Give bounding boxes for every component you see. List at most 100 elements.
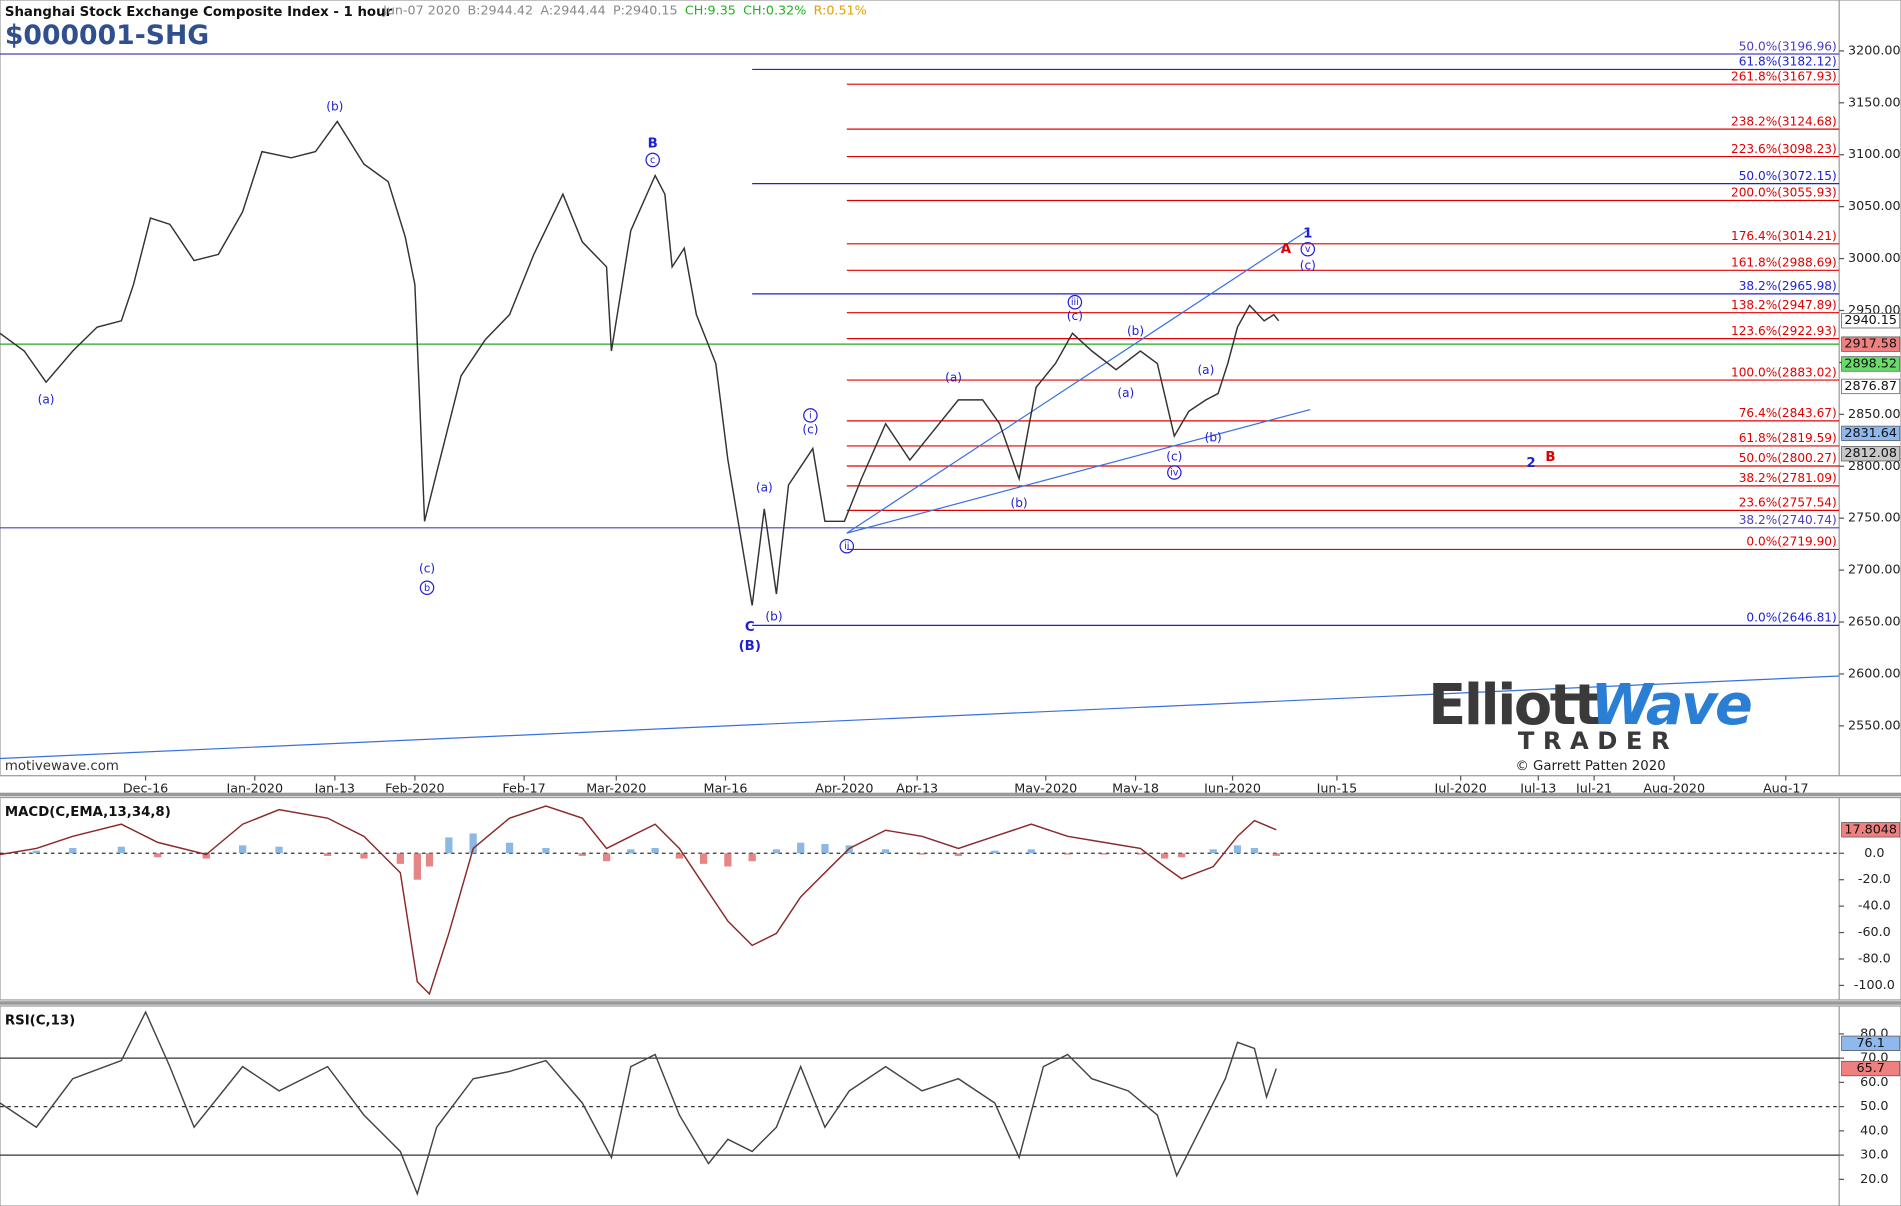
histogram-bar bbox=[627, 849, 635, 854]
wave-circle bbox=[1300, 241, 1316, 257]
histogram-bar bbox=[238, 845, 247, 854]
histogram-bar bbox=[772, 849, 781, 854]
y-tick-label: 40.0 bbox=[1860, 1122, 1888, 1137]
y-tick-label: 2750.00 bbox=[1848, 510, 1901, 525]
histogram-bar bbox=[724, 853, 732, 867]
histogram-bar bbox=[154, 853, 162, 858]
wave-label: ii bbox=[844, 541, 849, 552]
x-tick-label: Jan-2020 bbox=[225, 781, 283, 796]
wave-label: B bbox=[648, 136, 658, 151]
histogram-bar bbox=[360, 853, 368, 859]
fib-label: 38.2%(2781.09) bbox=[1739, 471, 1837, 485]
panel-title: RSI(C,13) bbox=[5, 1014, 75, 1029]
price-tag-label: 65.7 bbox=[1857, 1060, 1885, 1075]
histogram-bar bbox=[881, 849, 890, 854]
series-line bbox=[0, 120, 1280, 606]
header-info: A:2944.44 bbox=[540, 2, 605, 17]
wave-label: (c) bbox=[1067, 309, 1083, 323]
wave-label: (a) bbox=[1197, 363, 1214, 377]
fib-label: 200.0%(3055.93) bbox=[1731, 186, 1837, 200]
histogram-bar bbox=[32, 850, 41, 854]
histogram-bar bbox=[991, 850, 999, 854]
x-tick-label: Aug-17 bbox=[1763, 781, 1809, 796]
fib-label: 50.0%(2800.27) bbox=[1739, 451, 1837, 465]
histogram-bar bbox=[1063, 853, 1072, 855]
trend-line bbox=[846, 229, 1309, 534]
fib-label: 0.0%(2719.90) bbox=[1746, 535, 1836, 549]
histogram-bar bbox=[396, 853, 404, 864]
wave-label: (b) bbox=[1010, 496, 1027, 510]
y-tick-label: 30.0 bbox=[1860, 1147, 1888, 1162]
y-tick-label: -40.0 bbox=[1858, 898, 1891, 913]
wave-label: C bbox=[745, 620, 755, 635]
header-info: CH:9.35 bbox=[685, 2, 736, 17]
y-tick-label: 3150.00 bbox=[1848, 94, 1901, 109]
x-tick-label: Jan-13 bbox=[314, 781, 355, 796]
panel: 2550.00 2600.00 2650.00 2700.00 2750.00 2800.… bbox=[0, 0, 1901, 796]
histogram-bar bbox=[602, 853, 611, 862]
header-info: CH:0.32% bbox=[743, 2, 806, 17]
wave-label: (a) bbox=[756, 481, 773, 495]
price-tag bbox=[1841, 1060, 1901, 1077]
y-tick-label: 0.0 bbox=[1864, 845, 1884, 860]
y-tick-label: 2550.00 bbox=[1848, 717, 1901, 732]
fib-label: 38.2%(2740.74) bbox=[1739, 513, 1837, 527]
x-tick-label: Aug-2020 bbox=[1643, 781, 1705, 796]
fib-label: 50.0%(3072.15) bbox=[1739, 169, 1837, 183]
wave-circle bbox=[1067, 294, 1083, 310]
series-line bbox=[0, 805, 1277, 996]
price-tag bbox=[1841, 446, 1901, 462]
wave-label: (c) bbox=[1166, 449, 1182, 463]
header-info: P:2940.15 bbox=[613, 2, 678, 17]
wave-label: B bbox=[1545, 450, 1555, 465]
y-tick-label: 3000.00 bbox=[1848, 250, 1901, 265]
wave-label: (b) bbox=[1127, 324, 1144, 338]
wave-circle bbox=[419, 580, 435, 596]
x-tick-label: May-18 bbox=[1112, 781, 1159, 796]
histogram-bar bbox=[1250, 848, 1259, 854]
x-tick-label: Jun-2020 bbox=[1203, 781, 1261, 796]
y-tick-label: -80.0 bbox=[1858, 950, 1891, 965]
trend-line bbox=[846, 408, 1311, 534]
histogram-bar bbox=[69, 848, 77, 854]
site-label: motivewave.com bbox=[5, 759, 119, 774]
x-tick-label: Mar-16 bbox=[703, 781, 747, 796]
wave-label: iv bbox=[1170, 467, 1179, 478]
histogram-bar bbox=[413, 853, 421, 880]
x-tick-label: Dec-16 bbox=[123, 781, 168, 796]
histogram-bar bbox=[748, 853, 756, 862]
histogram-bar bbox=[675, 853, 684, 859]
price-tag bbox=[1841, 378, 1901, 395]
histogram-bar bbox=[1100, 853, 1108, 855]
wave-label: iii bbox=[1071, 297, 1079, 308]
y-tick-label: 3200.00 bbox=[1848, 42, 1901, 57]
y-tick-label: 60.0 bbox=[1860, 1074, 1888, 1089]
panel-separator bbox=[0, 792, 1901, 797]
wave-label: (b) bbox=[1205, 431, 1222, 445]
wave-label: (B) bbox=[739, 639, 761, 654]
trend-line bbox=[0, 675, 1840, 760]
fib-label: 61.8%(3182.12) bbox=[1739, 55, 1837, 69]
wave-circle bbox=[1167, 465, 1182, 480]
logo-text: Elliott bbox=[1428, 673, 1600, 738]
wave-label: (b) bbox=[765, 609, 782, 623]
fib-label: 261.8%(3167.93) bbox=[1731, 69, 1837, 83]
histogram-bar bbox=[202, 853, 210, 859]
wave-label: v bbox=[1305, 244, 1311, 255]
price-tag bbox=[1841, 425, 1901, 442]
price-tag bbox=[1841, 356, 1901, 372]
panel-title: Shanghai Stock Exchange Composite Index … bbox=[5, 5, 393, 20]
price-tag-label: 2831.64 bbox=[1844, 425, 1897, 440]
price-tag-label: 2917.58 bbox=[1844, 336, 1897, 351]
histogram-bar bbox=[918, 853, 926, 855]
symbol: $000001-SHG bbox=[5, 20, 209, 51]
wave-label: (c) bbox=[419, 562, 435, 576]
histogram-bar bbox=[1136, 853, 1145, 855]
y-tick-label: -100.0 bbox=[1854, 977, 1895, 992]
x-tick-label: Mar-2020 bbox=[586, 781, 646, 796]
histogram-bar bbox=[275, 846, 283, 854]
panel: 0.0 -20.0 -40.0 -60.0 -80.0 -100.0 17.8048 MACD… bbox=[0, 792, 1901, 1001]
series-line bbox=[0, 1010, 1277, 1197]
histogram-bar bbox=[578, 853, 586, 856]
